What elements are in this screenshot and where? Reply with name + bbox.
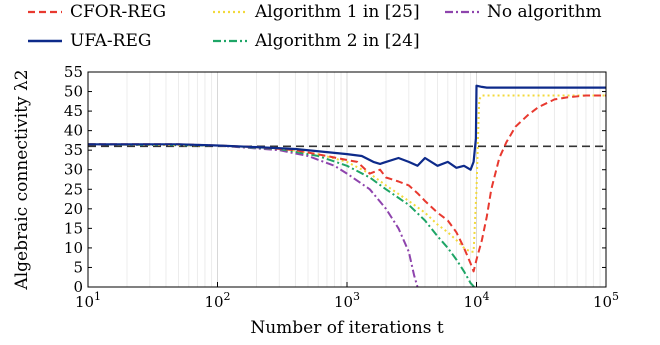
y-tick-label: 5 (73, 258, 83, 276)
y-tick-label: 15 (64, 219, 83, 237)
series-line-no-algorithm (87, 143, 419, 288)
y-tick-label: 45 (64, 102, 83, 120)
x-axis-label: Number of iterations t (250, 318, 444, 338)
legend-label: Algorithm 1 in [25] (254, 2, 420, 22)
legend: CFOR-REG UFA-REG Algorithm 1 in [25] Algori… (28, 2, 602, 51)
legend-label: No algorithm (487, 2, 602, 22)
x-tick-label: 105 (593, 290, 619, 311)
legend-label: Algorithm 2 in [24] (254, 31, 420, 51)
series-line-ufa-reg (88, 84, 606, 171)
y-tick-label: 0 (73, 278, 83, 296)
y-tick-label: 25 (64, 180, 83, 198)
y-tick-label: 50 (64, 83, 83, 101)
series-group (87, 84, 606, 288)
y-tick-label: 20 (64, 200, 83, 218)
x-ticks: 101 102 103 104 105 (75, 282, 619, 311)
y-tick-label: 30 (64, 161, 83, 179)
legend-label: UFA-REG (70, 31, 151, 51)
legend-label: CFOR-REG (70, 2, 166, 22)
y-tick-label: 35 (64, 141, 83, 159)
x-tick-label: 104 (463, 290, 489, 311)
y-axis-label: Algebraic connectivity λ2 (12, 69, 32, 290)
vertical-grid (126, 72, 601, 287)
x-tick-label: 101 (75, 290, 101, 311)
y-tick-label: 40 (64, 122, 83, 140)
y-tick-label: 10 (64, 239, 83, 257)
x-tick-label: 102 (204, 290, 230, 311)
series-line-algorithm-2-in-24 (87, 143, 475, 288)
x-tick-label: 103 (334, 290, 360, 311)
y-tick-label: 55 (64, 63, 83, 81)
